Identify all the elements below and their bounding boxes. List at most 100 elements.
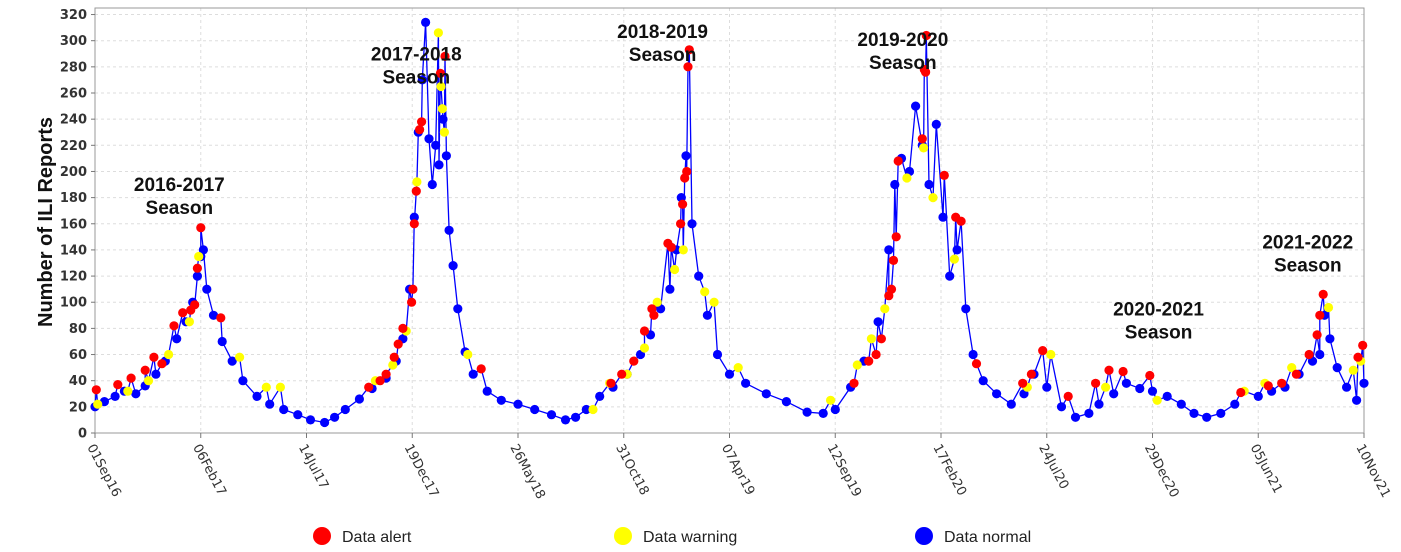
data-alert-point (415, 125, 425, 135)
data-warning-point (412, 177, 422, 187)
data-normal-point (1332, 363, 1342, 373)
data-warning-point (436, 81, 446, 92)
data-warning-point (1101, 382, 1111, 392)
data-alert-point (939, 170, 949, 180)
x-tick-label: 14Jul17 (295, 442, 331, 492)
data-warning-point (184, 317, 194, 327)
y-tick-label: 260 (60, 87, 87, 102)
data-alert-point (617, 369, 627, 379)
data-warning-point (164, 349, 174, 360)
data-normal-point (330, 412, 340, 422)
data-normal-point (513, 399, 523, 409)
data-alert-point (876, 334, 887, 344)
x-tick-label: 31Oct18 (612, 442, 651, 498)
legend-marker (915, 527, 933, 545)
data-alert-point (1312, 330, 1322, 340)
data-normal-point (830, 404, 840, 415)
y-tick-label: 300 (60, 34, 87, 49)
data-alert-point (886, 284, 897, 294)
data-normal-point (595, 391, 605, 401)
data-normal-point (1216, 408, 1226, 418)
season-annotation-label: Season (1274, 256, 1342, 277)
data-alert-point (169, 321, 179, 331)
data-normal-point (434, 160, 444, 170)
data-normal-point (1176, 399, 1186, 409)
legend-marker (313, 527, 331, 545)
season-annotation-label: 2017-2018 (371, 44, 462, 65)
data-points (90, 17, 1369, 428)
data-normal-point (873, 317, 883, 327)
data-warning-point (93, 399, 103, 409)
data-normal-point (781, 397, 792, 407)
data-normal-point (1084, 408, 1094, 418)
data-normal-point (952, 245, 962, 255)
data-normal-point (354, 394, 364, 404)
data-normal-point (217, 336, 227, 347)
data-normal-point (1202, 412, 1212, 422)
data-alert-point (381, 369, 391, 379)
data-normal-point (1230, 399, 1240, 409)
season-annotation-label: 2019-2020 (857, 30, 948, 51)
data-normal-point (1135, 383, 1145, 394)
data-warning-point (1046, 349, 1056, 360)
y-tick-label: 180 (60, 191, 87, 206)
data-warning-point (670, 264, 680, 275)
data-normal-point (202, 284, 212, 294)
data-normal-point (938, 212, 948, 222)
data-normal-point (1253, 391, 1263, 401)
data-normal-point (694, 271, 704, 281)
data-normal-point (931, 119, 941, 129)
data-alert-point (157, 359, 167, 369)
data-alert-point (1358, 340, 1368, 350)
x-tick-label: 06Feb17 (189, 442, 229, 499)
data-normal-point (702, 310, 713, 320)
y-tick-label: 140 (60, 243, 87, 258)
season-annotation-label: Season (869, 53, 937, 74)
data-warning-point (463, 349, 473, 360)
data-alert-point (1291, 369, 1301, 379)
data-alert-point (398, 323, 408, 333)
data-warning-point (439, 127, 449, 137)
data-alert-point (871, 349, 881, 360)
data-alert-point (676, 219, 686, 229)
data-normal-point (151, 369, 161, 379)
legend-label: Data normal (944, 529, 1031, 546)
data-normal-point (1109, 389, 1119, 399)
data-alert-point (435, 68, 445, 78)
data-normal-point (1352, 395, 1362, 405)
data-warning-point (928, 193, 938, 203)
data-alert-point (190, 300, 200, 310)
data-alert-point (893, 156, 903, 166)
legend-marker (614, 527, 632, 545)
data-normal-point (1147, 386, 1158, 396)
data-alert-point (409, 219, 419, 229)
data-normal-point (453, 304, 463, 314)
x-tick-label: 24Jul20 (1035, 442, 1071, 492)
legend: Data alert Data warning Data normal (313, 527, 1031, 546)
data-alert-point (666, 242, 676, 252)
legend-label: Data alert (342, 529, 412, 546)
data-normal-point (741, 378, 751, 388)
data-normal-point (293, 410, 303, 420)
data-alert-point (1304, 349, 1314, 360)
data-normal-point (992, 389, 1002, 399)
legend-label: Data warning (643, 529, 737, 546)
data-alert-point (476, 364, 486, 374)
data-warning-point (826, 395, 836, 405)
data-normal-point (444, 225, 454, 235)
data-warning-point (852, 360, 862, 370)
data-normal-point (761, 389, 771, 399)
data-normal-point (468, 369, 478, 379)
data-alert-point (678, 199, 688, 209)
data-alert-point (1018, 378, 1028, 388)
x-tick-label: 26May18 (506, 442, 547, 502)
data-alert-point (440, 51, 450, 62)
data-normal-point (252, 391, 262, 401)
data-normal-point (409, 212, 419, 222)
data-warning-point (639, 343, 650, 353)
y-tick-label: 200 (60, 165, 87, 180)
data-alert-point (682, 166, 692, 177)
x-tick-label: 12Sep19 (824, 442, 864, 500)
data-normal-point (924, 179, 934, 190)
